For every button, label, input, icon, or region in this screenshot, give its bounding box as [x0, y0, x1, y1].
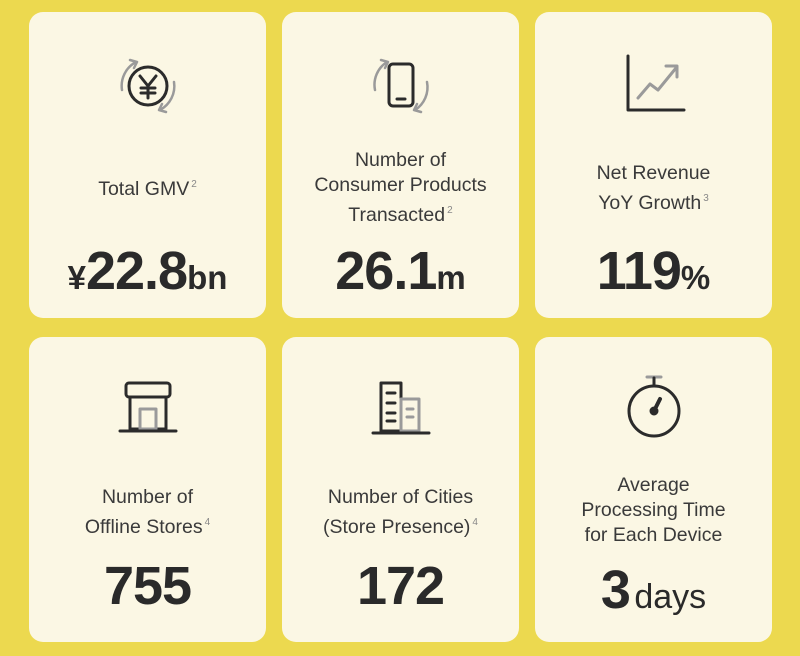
stopwatch-icon [535, 375, 772, 445]
metric-label: Number of Consumer Products Transacted 2 [314, 149, 487, 226]
buildings-icon [282, 375, 519, 445]
metric-label: Number of Offline Stores 4 [84, 486, 211, 538]
footnote-marker: 4 [204, 517, 211, 528]
metric-value: 172 [356, 556, 445, 616]
value-unit: bn [187, 259, 228, 296]
growth-chart-icon [535, 50, 772, 120]
value-unit: days [634, 578, 707, 616]
metric-label: Number of Cities (Store Presence) 4 [323, 486, 478, 538]
metric-card-cities: Number of Cities (Store Presence) 4 172 [282, 337, 519, 642]
footnote-marker: 2 [447, 205, 453, 216]
metric-card-offline-stores: Number of Offline Stores 4 755 [29, 337, 266, 642]
footnote-marker: 2 [191, 179, 197, 190]
metric-label: Average Processing Time for Each Device [581, 474, 726, 546]
value-unit: m [436, 259, 466, 296]
store-icon [29, 375, 266, 445]
metric-card-processing-time: Average Processing Time for Each Device … [535, 337, 772, 642]
metric-card-consumer-products: Number of Consumer Products Transacted 2 … [282, 12, 519, 318]
metric-value: 3 days [600, 560, 707, 620]
metric-value: 755 [103, 556, 192, 616]
yen-exchange-icon [29, 50, 266, 120]
footnote-marker: 4 [472, 517, 478, 528]
metric-value: 119% [596, 241, 711, 301]
metric-value: ¥22.8bn [67, 241, 228, 301]
phone-exchange-icon [282, 50, 519, 120]
currency-prefix: ¥ [67, 259, 86, 296]
metric-card-net-revenue-growth: Net Revenue YoY Growth 3 119% [535, 12, 772, 318]
value-unit: % [680, 259, 711, 296]
metric-label: Net Revenue YoY Growth 3 [596, 162, 711, 214]
metric-label: Total GMV 2 [98, 178, 197, 200]
metric-value: 26.1m [335, 241, 466, 301]
footnote-marker: 3 [703, 193, 709, 204]
metric-card-total-gmv: Total GMV 2 ¥22.8bn [29, 12, 266, 318]
